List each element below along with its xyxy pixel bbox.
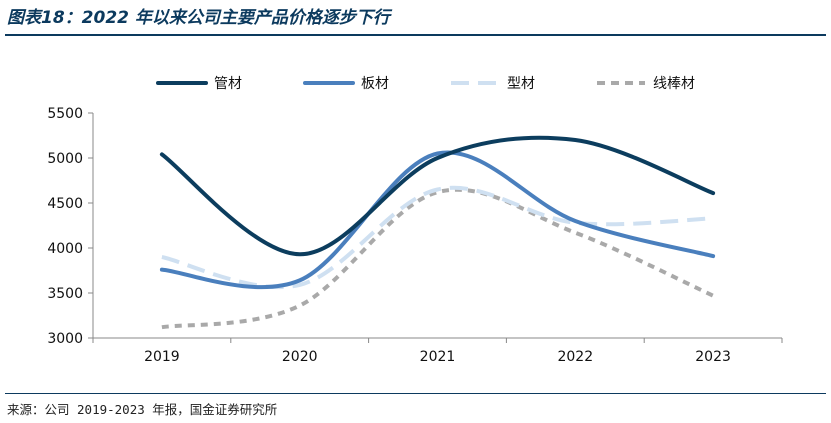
chart-legend: 管材 板材 型材 线棒材 xyxy=(156,76,695,92)
y-tick-label: 3000 xyxy=(47,331,83,347)
y-tick-label: 3500 xyxy=(47,286,83,302)
footer-rule xyxy=(5,393,826,394)
source-note: 来源：公司 2019-2023 年报，国金证券研究所 xyxy=(7,402,278,417)
y-tick-label: 5500 xyxy=(47,106,83,122)
y-tick-label: 5000 xyxy=(47,151,83,167)
x-tick-label: 2020 xyxy=(282,349,318,365)
chart-axes: 3000 3500 4000 4500 5000 5500 2019 2020 2021 2022… xyxy=(47,106,783,365)
y-tick-label: 4500 xyxy=(47,196,83,212)
series-line-2 xyxy=(159,150,716,290)
figure-title: 图表18：2022 年以来公司主要产品价格逐步下行 xyxy=(7,8,390,28)
x-tick-label: 2023 xyxy=(695,349,731,365)
legend-label-2: 板材 xyxy=(361,76,389,92)
title-rule xyxy=(5,34,826,36)
x-tick-label: 2019 xyxy=(144,349,180,365)
series-line-1 xyxy=(159,135,716,257)
series-line-3 xyxy=(161,185,714,290)
legend-label-3: 型材 xyxy=(507,76,535,92)
x-tick-label: 2022 xyxy=(557,349,593,365)
legend-label-4: 线棒材 xyxy=(653,76,695,92)
chart-series xyxy=(159,135,716,330)
series-line-4 xyxy=(161,187,714,330)
y-tick-label: 4000 xyxy=(47,241,83,257)
legend-label-1: 管材 xyxy=(214,76,242,92)
x-tick-label: 2021 xyxy=(420,349,456,365)
